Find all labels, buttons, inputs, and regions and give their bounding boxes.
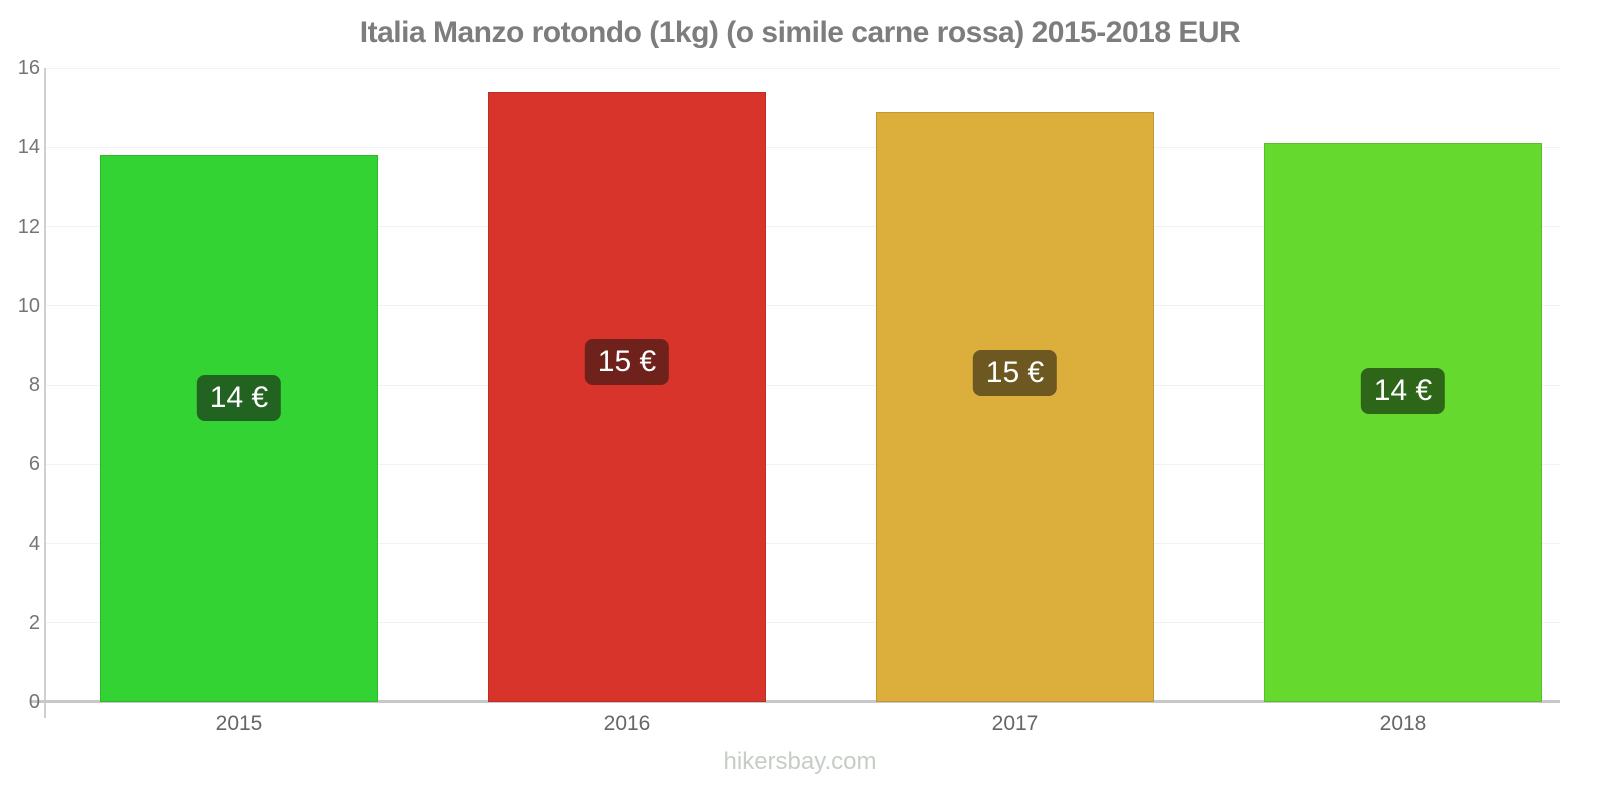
bar-value-badge-2018: 14 € <box>1360 367 1446 414</box>
gridline-2 <box>46 622 1560 624</box>
gridline-8 <box>46 384 1560 386</box>
y-tick-label-12: 12 <box>17 215 40 238</box>
y-tick-label-6: 6 <box>28 453 40 476</box>
bar-2016: 15 € <box>488 91 766 702</box>
gridline-16 <box>46 67 1560 69</box>
bar-value-badge-2017: 15 € <box>972 350 1058 397</box>
gridline-14 <box>46 146 1560 148</box>
y-tick-label-16: 16 <box>17 57 40 79</box>
x-tick-label-2015: 2015 <box>215 712 263 735</box>
bar-2017: 15 € <box>876 111 1154 702</box>
gridline-10 <box>46 305 1560 307</box>
bar-value-badge-2015: 14 € <box>196 374 282 421</box>
y-tick-label-2: 2 <box>28 611 40 634</box>
gridline-6 <box>46 463 1560 465</box>
bar-value-badge-2016: 15 € <box>584 339 670 386</box>
bar-2018: 14 € <box>1264 143 1542 702</box>
y-tick-label-0: 0 <box>28 691 40 713</box>
y-tick-label-8: 8 <box>28 374 40 396</box>
y-tick-label-14: 14 <box>17 136 40 159</box>
gridline-4 <box>46 543 1560 544</box>
x-tick-label-2016: 2016 <box>603 712 651 735</box>
x-axis-line <box>30 700 1560 703</box>
x-tick-label-2018: 2018 <box>1379 712 1427 735</box>
y-axis-line <box>44 68 46 718</box>
x-tick-label-2017: 2017 <box>991 712 1039 735</box>
chart-title: Italia Manzo rotondo (1kg) (o simile car… <box>359 16 1241 49</box>
watermark-text: hikersbay.com <box>723 748 877 775</box>
bar-2015: 14 € <box>100 155 378 702</box>
y-tick-label-10: 10 <box>17 294 40 317</box>
gridline-12 <box>46 226 1560 227</box>
y-tick-label-4: 4 <box>28 532 40 555</box>
